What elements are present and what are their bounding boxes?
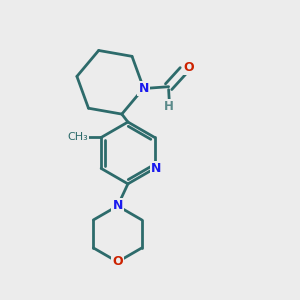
Text: O: O [112, 255, 123, 268]
Text: N: N [151, 162, 161, 175]
Text: O: O [183, 61, 194, 74]
Text: N: N [138, 82, 149, 95]
Text: CH₃: CH₃ [67, 133, 88, 142]
Text: H: H [164, 100, 174, 113]
Text: N: N [112, 200, 123, 212]
